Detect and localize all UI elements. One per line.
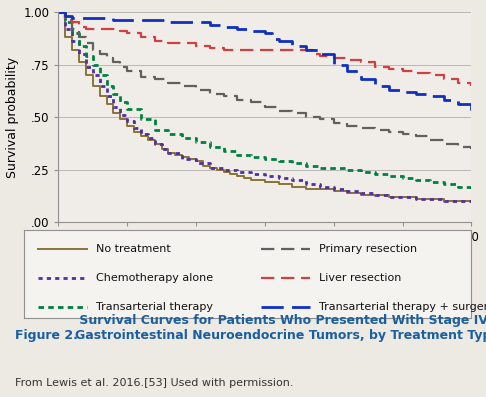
Text: Survival Curves for Patients Who Presented With Stage IV
Gastrointestinal Neuroe: Survival Curves for Patients Who Present… [75,314,486,343]
Text: Transarterial therapy: Transarterial therapy [96,302,213,312]
Text: Figure 2.: Figure 2. [15,330,77,343]
Text: Liver resection: Liver resection [319,273,402,283]
Text: Chemotherapy alone: Chemotherapy alone [96,273,213,283]
Text: Primary resection: Primary resection [319,245,417,254]
Y-axis label: Survival probability: Survival probability [6,56,19,178]
Text: No treatment: No treatment [96,245,171,254]
Text: From Lewis et al. 2016.[53] Used with permission.: From Lewis et al. 2016.[53] Used with pe… [15,378,293,388]
X-axis label: Months: Months [241,247,289,260]
Text: Transarterial therapy + surgery: Transarterial therapy + surgery [319,302,486,312]
